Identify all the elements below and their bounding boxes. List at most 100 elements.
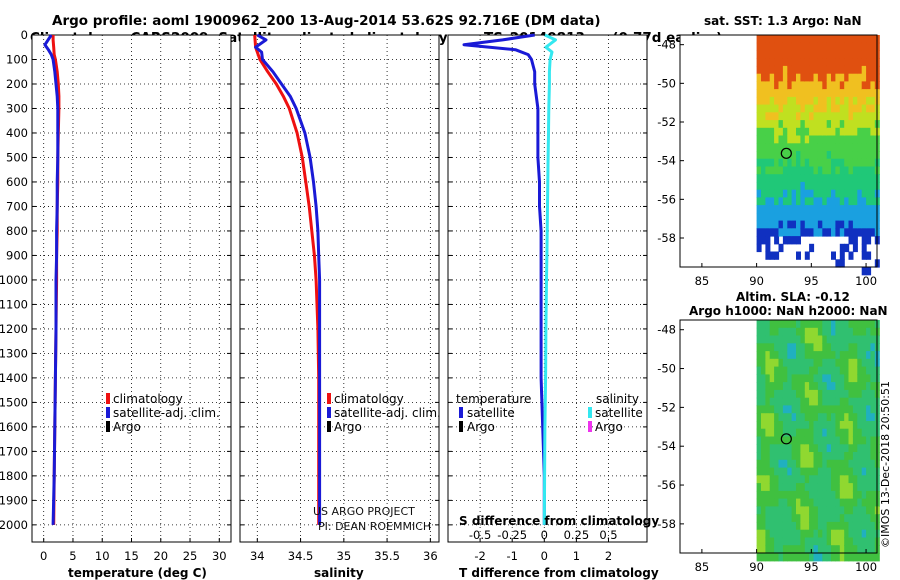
heatmap-cell (831, 327, 836, 337)
heatmap-cell (822, 343, 828, 352)
heatmap-cell (774, 444, 780, 453)
heatmap-cell (831, 358, 836, 368)
heatmap-cell (761, 529, 766, 539)
heatmap-cell (844, 382, 850, 391)
heatmap-cell (778, 127, 784, 137)
heatmap-cell (787, 127, 793, 137)
heatmap-cell (769, 366, 775, 375)
heatmap-cell (791, 421, 797, 430)
heatmap-cell (831, 65, 836, 75)
heatmap-cell (861, 96, 867, 106)
heatmap-cell (787, 158, 793, 167)
heatmap-cell (796, 143, 801, 152)
heatmap-cell (870, 506, 876, 515)
heatmap-cell (782, 545, 788, 554)
x-tick-label: 0 (541, 549, 548, 563)
heatmap-cell (826, 212, 832, 222)
heatmap-cell (813, 521, 819, 531)
heatmap-cell (839, 174, 845, 183)
heatmap-cell (817, 112, 823, 121)
heatmap-cell (769, 166, 775, 175)
heatmap-cell (782, 166, 788, 175)
heatmap-cell (787, 166, 793, 175)
heatmap-cell (831, 389, 836, 399)
heatmap-cell (852, 351, 858, 360)
series-line-satellite-adj-clim- (43, 34, 60, 525)
heatmap-cell (831, 351, 836, 360)
heatmap-cell (809, 58, 815, 67)
heatmap-cell (791, 50, 797, 59)
heatmap-cell (831, 120, 836, 129)
heatmap-cell (844, 197, 850, 206)
heatmap-cell (791, 521, 797, 531)
heatmap-cell (848, 81, 854, 90)
heatmap-cell (791, 127, 797, 137)
heatmap-cell (756, 483, 762, 492)
heatmap-cell (839, 243, 845, 253)
heatmap-cell (769, 89, 775, 98)
heatmap-cell (774, 89, 780, 98)
heatmap-cell (817, 73, 823, 82)
heatmap-cell (761, 506, 766, 515)
heatmap-cell (809, 397, 815, 407)
heatmap-cell (782, 50, 788, 59)
heatmap-cell (835, 444, 841, 453)
heatmap-cell (809, 475, 815, 484)
heatmap-cell (839, 58, 845, 67)
heatmap-cell (844, 96, 850, 106)
heatmap-cell (826, 459, 832, 469)
heatmap-cell (765, 444, 771, 453)
heatmap-cell (870, 452, 876, 461)
heatmap-cell (778, 358, 784, 368)
heatmap-cell (857, 174, 863, 183)
heatmap-cell (756, 58, 762, 67)
heatmap-cell (787, 351, 793, 360)
temperature-legend: climatology satellite-adj. clim. Argo (106, 392, 220, 434)
heatmap-cell (826, 189, 832, 198)
heatmap-cell (778, 335, 784, 344)
heatmap-cell (765, 483, 771, 492)
heatmap-cell (787, 96, 793, 106)
heatmap-cell (874, 553, 880, 562)
heatmap-cell (844, 42, 850, 51)
heatmap-cell (756, 135, 762, 144)
heatmap-cell (769, 320, 775, 329)
heatmap-cell (769, 158, 775, 167)
heatmap-cell (778, 413, 784, 422)
heatmap-cell (866, 236, 872, 245)
heatmap-cell (826, 228, 832, 237)
heatmap-cell (822, 73, 828, 82)
heatmap-cell (774, 366, 780, 375)
heatmap-cell (831, 35, 836, 44)
heatmap-cell (822, 174, 828, 183)
heatmap-cell (774, 143, 780, 152)
heatmap-cell (844, 467, 850, 476)
heatmap-cell (804, 475, 810, 484)
heatmap-cell (813, 428, 819, 438)
heatmap-cell (800, 205, 806, 214)
heatmap-cell (782, 444, 788, 453)
heatmap-cell (861, 529, 867, 539)
heatmap-cell (857, 197, 863, 206)
heatmap-cell (800, 120, 806, 129)
heatmap-cell (804, 374, 810, 383)
heatmap-cell (791, 459, 797, 469)
heatmap-cell (761, 236, 766, 245)
heatmap-cell (791, 405, 797, 414)
heatmap-cell (796, 475, 801, 484)
heatmap-cell (817, 529, 823, 539)
heatmap-cell (778, 205, 784, 214)
heatmap-cell (822, 389, 828, 399)
heatmap-cell (787, 42, 793, 51)
heatmap-cell (813, 366, 819, 375)
heatmap-cell (787, 358, 793, 368)
heatmap-cell (796, 104, 801, 113)
heatmap-cell (839, 537, 845, 546)
heatmap-cell (861, 104, 867, 113)
heatmap-cell (804, 189, 810, 198)
salinity-series (253, 33, 322, 525)
heatmap-cell (809, 382, 815, 391)
heatmap-cell (791, 205, 797, 214)
heatmap-cell (861, 452, 867, 461)
heatmap-cell (857, 537, 863, 546)
